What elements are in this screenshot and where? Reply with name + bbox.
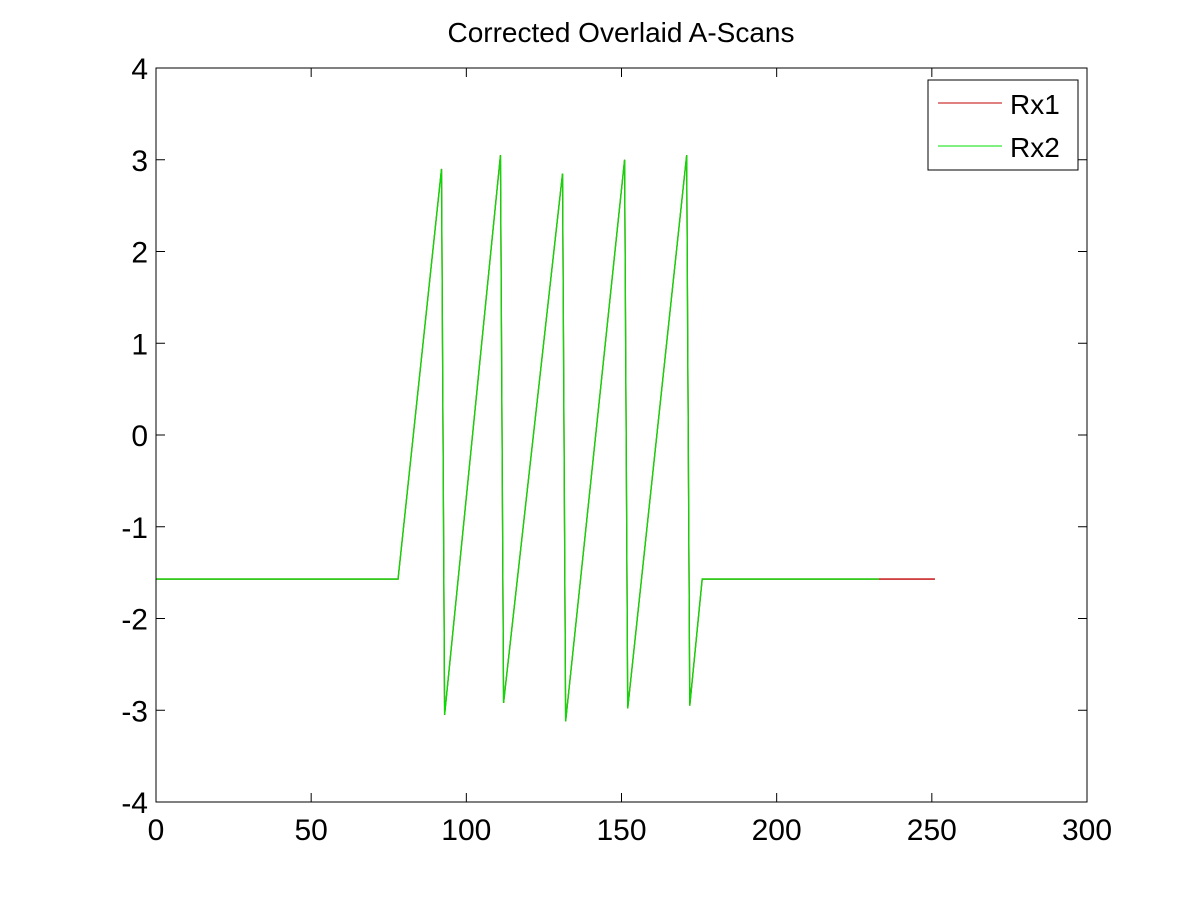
series-line-rx1 bbox=[156, 155, 935, 722]
x-tick-label: 0 bbox=[148, 814, 165, 847]
legend-label-rx1: Rx1 bbox=[1010, 89, 1060, 120]
x-tick-label: 150 bbox=[596, 814, 646, 847]
x-tick-label: 50 bbox=[294, 814, 327, 847]
y-tick-label: -1 bbox=[121, 512, 148, 545]
y-tick-label: -4 bbox=[121, 787, 148, 820]
y-tick-label: 2 bbox=[131, 237, 148, 270]
y-tick-label: 3 bbox=[131, 145, 148, 178]
plot-area bbox=[155, 67, 1088, 803]
ticks-layer: 0 50 100 150 200 250 300 -4 -3 -2 -1 0 1 2 3 4 bbox=[121, 53, 1112, 847]
y-tick-label: -3 bbox=[121, 695, 148, 728]
y-tick-label: 4 bbox=[131, 53, 148, 86]
x-tick-label: 300 bbox=[1062, 814, 1112, 847]
x-tick-label: 250 bbox=[907, 814, 957, 847]
series-layer bbox=[156, 155, 935, 722]
x-tick-label: 100 bbox=[441, 814, 491, 847]
legend-box bbox=[927, 79, 1079, 171]
x-tick-label: 200 bbox=[752, 814, 802, 847]
y-tick-label: -2 bbox=[121, 604, 148, 637]
series-line-rx2 bbox=[156, 155, 880, 722]
y-tick-label: 1 bbox=[131, 328, 148, 361]
y-tick-label: 0 bbox=[131, 420, 148, 453]
legend: Rx1 Rx2 bbox=[927, 79, 1079, 171]
legend-label-rx2: Rx2 bbox=[1010, 132, 1060, 163]
chart-title: Corrected Overlaid A-Scans bbox=[447, 17, 794, 48]
